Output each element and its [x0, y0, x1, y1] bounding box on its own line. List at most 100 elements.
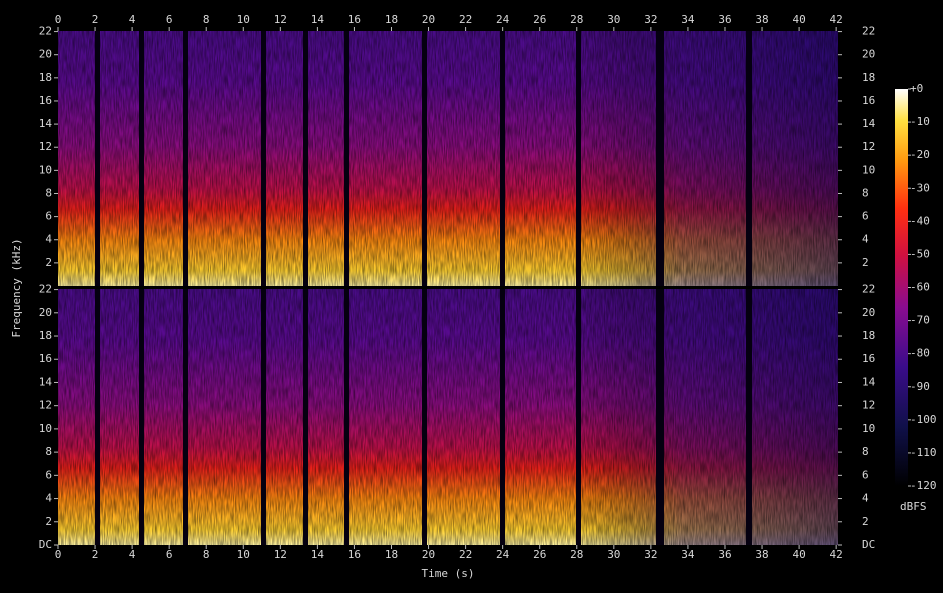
x-tick-label: 42: [830, 13, 843, 26]
y-tick-label: 12: [862, 399, 875, 412]
x-axis-label: Time (s): [422, 567, 475, 580]
y-tick-label: 12: [862, 140, 875, 153]
y-tick-label: 22: [39, 25, 52, 38]
x-tick-label: 14: [311, 13, 325, 26]
x-tick-label: 26: [533, 548, 546, 561]
x-tick-label: 40: [792, 13, 805, 26]
y-tick-label: 14: [39, 117, 53, 130]
x-tick-label: 12: [274, 13, 287, 26]
y-tick-label: 12: [39, 140, 52, 153]
x-tick-label: 34: [681, 13, 695, 26]
spectrogram-image: [58, 31, 838, 545]
colorbar-tick-label: -60: [910, 281, 930, 294]
x-tick-label: 28: [570, 13, 583, 26]
y-tick-label: 22: [862, 25, 875, 38]
x-tick-label: 14: [311, 548, 325, 561]
y-tick-label: 16: [862, 352, 875, 365]
colorbar-label: dBFS: [900, 500, 927, 513]
colorbar-tick-label: -110: [910, 446, 937, 459]
colorbar-tick-label: -20: [910, 148, 930, 161]
x-tick-label: 4: [129, 13, 136, 26]
colorbar-tick-label: -120: [910, 479, 937, 492]
colorbar-tick-label: -70: [910, 314, 930, 327]
y-tick-label: 22: [39, 283, 52, 296]
y-tick-label: 4: [862, 492, 869, 505]
x-tick-label: 32: [644, 13, 657, 26]
x-tick-label: 24: [496, 548, 510, 561]
x-tick-label: 36: [718, 548, 731, 561]
y-tick-label: 10: [862, 163, 875, 176]
y-tick-label: 8: [45, 445, 52, 458]
y-tick-label: 18: [862, 71, 875, 84]
x-tick-label: 4: [129, 548, 136, 561]
x-tick-label: 8: [203, 13, 210, 26]
y-tick-label: 16: [39, 94, 52, 107]
x-tick-label: 22: [459, 13, 472, 26]
y-tick-label: 12: [39, 399, 52, 412]
x-tick-label: 36: [718, 13, 731, 26]
colorbar-tick-label: -80: [910, 347, 930, 360]
y-tick-label: DC: [862, 538, 875, 551]
y-tick-label: 14: [39, 375, 53, 388]
x-tick-label: 0: [55, 13, 62, 26]
x-tick-label: 10: [237, 548, 250, 561]
x-tick-label: 20: [422, 13, 435, 26]
colorbar-tick-label: -100: [910, 413, 937, 426]
x-tick-label: 40: [792, 548, 805, 561]
y-tick-label: 20: [39, 48, 52, 61]
y-tick-label: 8: [45, 186, 52, 199]
y-tick-label: 18: [39, 71, 52, 84]
y-tick-label: 10: [862, 422, 875, 435]
y-tick-label: 10: [39, 422, 52, 435]
y-tick-label: 22: [862, 283, 875, 296]
y-tick-label: 6: [45, 468, 52, 481]
y-axis-label: Frequency (kHz): [10, 238, 23, 337]
colorbar-tick-label: -90: [910, 380, 930, 393]
y-tick-label: 4: [45, 233, 52, 246]
y-tick-label: 14: [862, 117, 876, 130]
y-tick-label: 18: [862, 329, 875, 342]
x-tick-label: 42: [830, 548, 843, 561]
x-tick-label: 12: [274, 548, 287, 561]
y-tick-label: 20: [862, 48, 875, 61]
x-tick-label: 34: [681, 548, 695, 561]
colorbar-tick-label: -30: [910, 181, 930, 194]
y-tick-label: 4: [862, 233, 869, 246]
y-tick-label: 2: [862, 256, 869, 269]
y-tick-label: 4: [45, 492, 52, 505]
x-tick-label: 30: [607, 13, 620, 26]
y-tick-label: 8: [862, 186, 869, 199]
x-tick-label: 28: [570, 548, 583, 561]
y-tick-label: 16: [39, 352, 52, 365]
y-tick-label: 10: [39, 163, 52, 176]
y-tick-label: 2: [45, 515, 52, 528]
x-tick-label: 6: [166, 548, 173, 561]
x-tick-label: 30: [607, 548, 620, 561]
y-tick-label: 18: [39, 329, 52, 342]
x-tick-label: 6: [166, 13, 173, 26]
x-tick-label: 0: [55, 548, 62, 561]
x-tick-label: 8: [203, 548, 210, 561]
y-tick-label: 6: [862, 210, 869, 223]
colorbar-tick-label: +0: [910, 82, 923, 95]
x-tick-label: 24: [496, 13, 510, 26]
colorbar-tick-label: -10: [910, 115, 930, 128]
x-tick-label: 32: [644, 548, 657, 561]
x-tick-label: 22: [459, 548, 472, 561]
x-tick-label: 10: [237, 13, 250, 26]
y-tick-label: 8: [862, 445, 869, 458]
colorbar-tick-label: -40: [910, 214, 930, 227]
x-tick-label: 2: [92, 548, 99, 561]
y-tick-label: 16: [862, 94, 875, 107]
y-tick-label: 2: [862, 515, 869, 528]
colorbar-tick-label: -50: [910, 247, 930, 260]
x-tick-label: 38: [755, 13, 768, 26]
y-tick-label: 2: [45, 256, 52, 269]
colorbar: [895, 89, 908, 486]
x-tick-label: 38: [755, 548, 768, 561]
x-tick-label: 18: [385, 548, 398, 561]
x-tick-label: 2: [92, 13, 99, 26]
y-tick-label: 20: [39, 306, 52, 319]
y-tick-label: 6: [45, 210, 52, 223]
x-tick-label: 18: [385, 13, 398, 26]
